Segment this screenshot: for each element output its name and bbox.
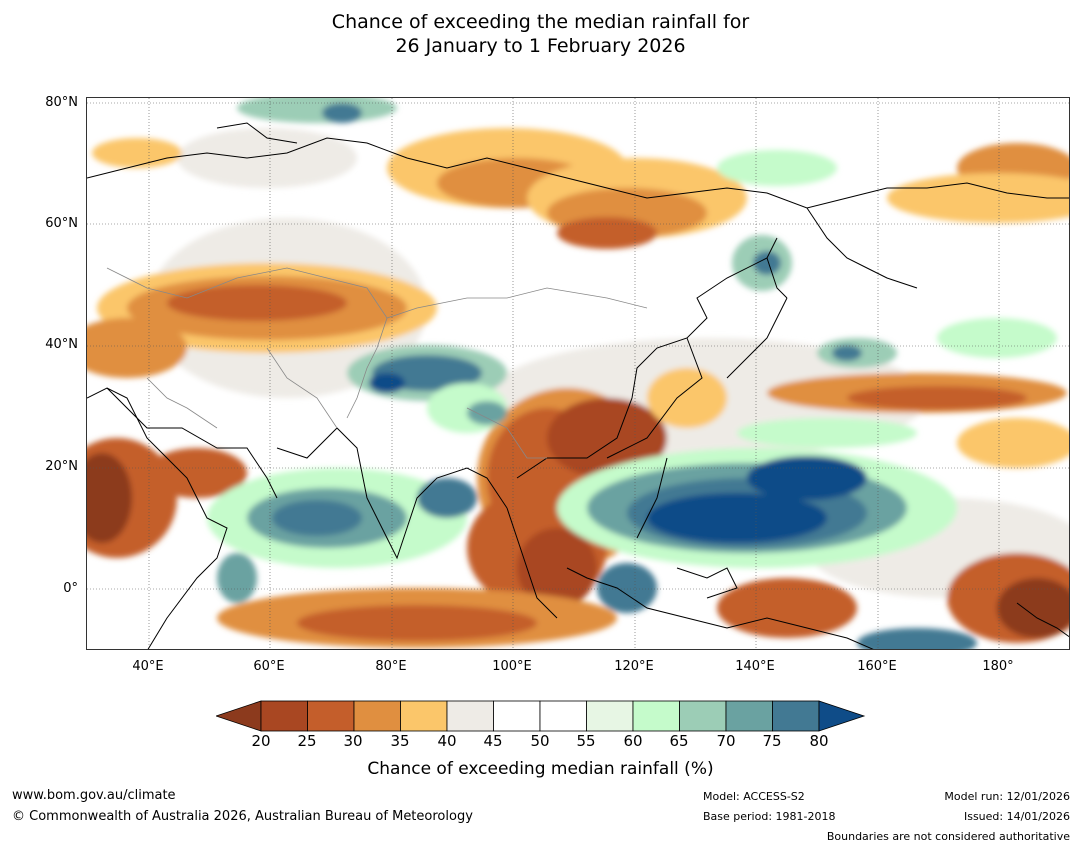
country-borders xyxy=(106,267,648,459)
legend-tick-80: 80 xyxy=(809,732,829,750)
legend-cell-6 xyxy=(493,700,541,732)
legend-cell-3 xyxy=(353,700,401,732)
legend-tick-40: 40 xyxy=(437,732,457,750)
footer-website[interactable]: www.bom.gov.au/climate xyxy=(12,788,176,803)
legend-cell-4 xyxy=(400,700,448,732)
legend-colorbar xyxy=(216,700,866,732)
lat-label-60n: 60°N xyxy=(45,216,78,231)
lat-label-40n: 40°N xyxy=(45,337,78,352)
footer-base-period: Base period: 1981-2018 xyxy=(703,810,836,823)
coastlines xyxy=(87,122,1069,649)
lon-label-60e: 60°E xyxy=(253,659,285,674)
legend-cell-11 xyxy=(725,700,773,732)
lon-label-40e: 40°E xyxy=(132,659,164,674)
footer-copyright: © Commonwealth of Australia 2026, Austra… xyxy=(12,809,473,824)
map-svg xyxy=(87,98,1069,649)
legend-tick-75: 75 xyxy=(762,732,782,750)
legend-cell-10 xyxy=(679,700,727,732)
lat-label-20n: 20°N xyxy=(45,459,78,474)
legend-cell-5 xyxy=(446,700,494,732)
legend-tick-20: 20 xyxy=(251,732,271,750)
legend-tick-55: 55 xyxy=(576,732,596,750)
legend-cell-7 xyxy=(539,700,587,732)
lon-label-140e: 140°E xyxy=(735,659,775,674)
legend-color-cells xyxy=(216,700,866,732)
footer-model: Model: ACCESS-S2 xyxy=(703,790,805,803)
legend-title: Chance of exceeding median rainfall (%) xyxy=(367,759,714,779)
legend-tick-50: 50 xyxy=(530,732,550,750)
legend-extend-high xyxy=(818,700,866,732)
legend-tick-30: 30 xyxy=(343,732,363,750)
title-line-1: Chance of exceeding the median rainfall … xyxy=(331,11,750,33)
legend-tick-35: 35 xyxy=(390,732,410,750)
footer-issued: Issued: 14/01/2026 xyxy=(963,810,1070,823)
legend-cell-8 xyxy=(586,700,634,732)
lat-label-equator: 0° xyxy=(63,581,78,596)
legend-cell-2 xyxy=(307,700,355,732)
legend-cell-12 xyxy=(772,700,820,732)
legend-extend-low xyxy=(216,700,262,732)
footer-model-run: Model run: 12/01/2026 xyxy=(944,790,1070,803)
legend-tick-25: 25 xyxy=(297,732,317,750)
legend-cell-9 xyxy=(632,700,680,732)
lon-label-120e: 120°E xyxy=(614,659,654,674)
lon-label-160e: 160°E xyxy=(857,659,897,674)
lon-label-80e: 80°E xyxy=(375,659,407,674)
footer-disclaimer: Boundaries are not considered authoritat… xyxy=(826,830,1070,843)
legend-cell-1 xyxy=(260,700,308,732)
legend-tick-60: 60 xyxy=(623,732,643,750)
lon-label-100e: 100°E xyxy=(492,659,532,674)
lat-label-80n: 80°N xyxy=(45,95,78,110)
lon-label-180: 180° xyxy=(982,659,1014,674)
map-title: Chance of exceeding the median rainfall … xyxy=(0,10,1081,58)
rainfall-probability-map xyxy=(86,97,1070,650)
title-line-2: 26 January to 1 February 2026 xyxy=(395,35,686,57)
rainfall-field xyxy=(87,98,1069,649)
legend-tick-65: 65 xyxy=(669,732,689,750)
legend-tick-45: 45 xyxy=(483,732,503,750)
graticule xyxy=(87,98,1069,649)
legend-tick-70: 70 xyxy=(716,732,736,750)
